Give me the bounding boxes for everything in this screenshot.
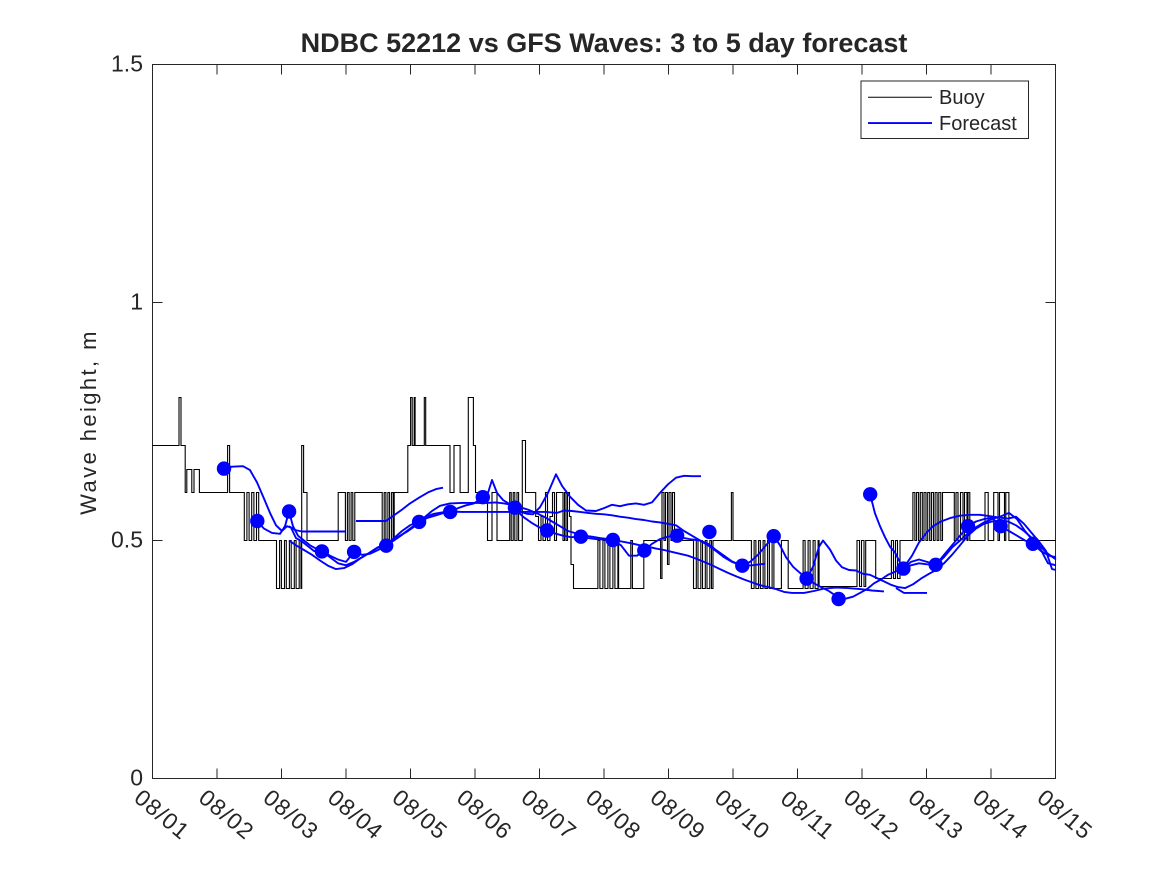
svg-text:1: 1 <box>130 289 143 315</box>
svg-text:Wave height, m: Wave height, m <box>76 329 101 515</box>
svg-text:Buoy: Buoy <box>939 87 985 109</box>
svg-text:Forecast: Forecast <box>939 113 1017 135</box>
svg-text:1.5: 1.5 <box>111 51 143 77</box>
svg-text:0: 0 <box>130 765 143 791</box>
svg-text:NDBC 52212 vs GFS Waves: 3 to: NDBC 52212 vs GFS Waves: 3 to 5 day fore… <box>301 28 908 58</box>
svg-text:0.5: 0.5 <box>111 527 143 553</box>
